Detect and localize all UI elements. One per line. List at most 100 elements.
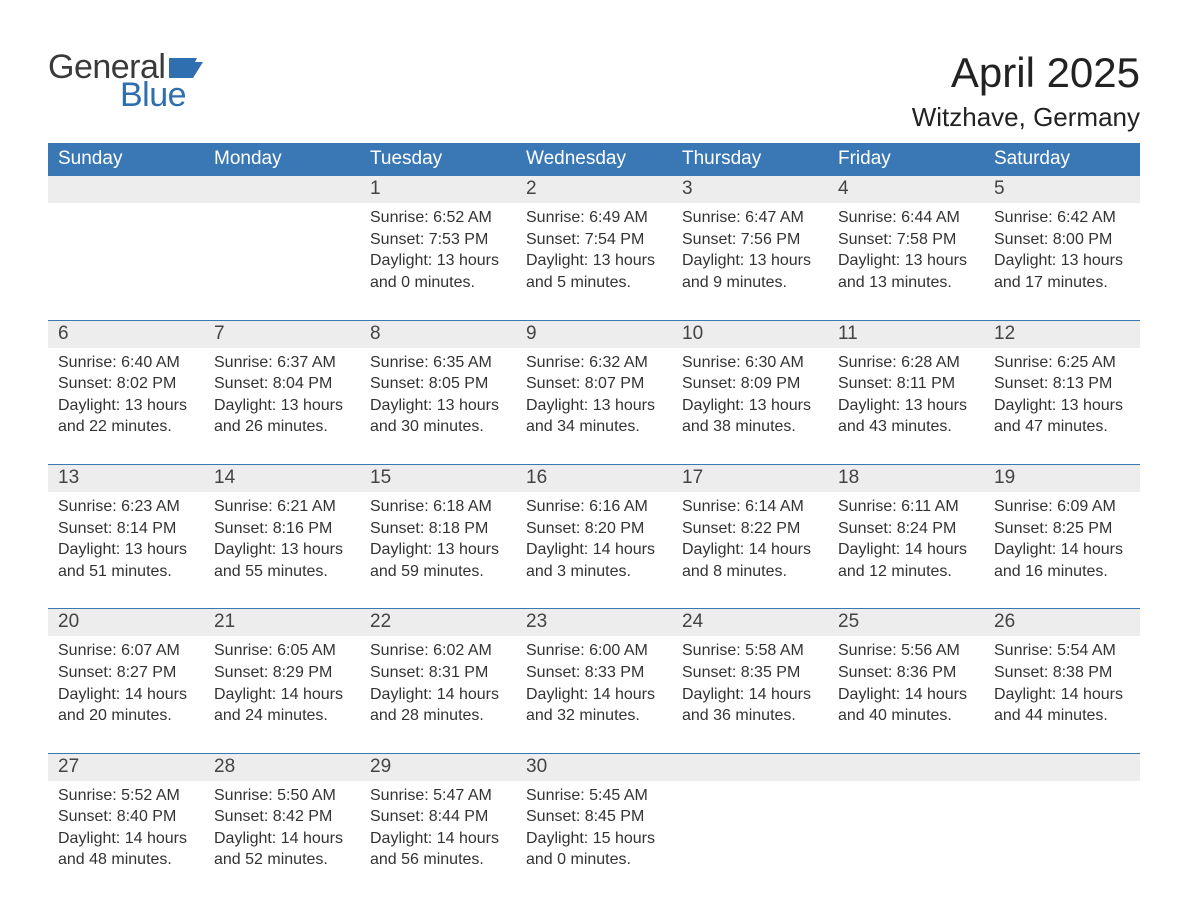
- day-number-row: 6789101112: [48, 320, 1140, 348]
- daylight-line-1: Daylight: 14 hours: [682, 539, 818, 561]
- sunrise-line: Sunrise: 5:56 AM: [838, 640, 974, 662]
- sunrise-line: Sunrise: 6:14 AM: [682, 496, 818, 518]
- sunrise-line: Sunrise: 6:21 AM: [214, 496, 350, 518]
- day-detail-cell: Sunrise: 6:47 AMSunset: 7:56 PMDaylight:…: [672, 203, 828, 320]
- empty-cell: [828, 781, 984, 897]
- day-number-cell: 26: [984, 609, 1140, 637]
- daylight-line-1: Daylight: 14 hours: [214, 684, 350, 706]
- daylight-line-2: and 8 minutes.: [682, 561, 818, 583]
- sunrise-line: Sunrise: 6:07 AM: [58, 640, 194, 662]
- day-number-cell: 21: [204, 609, 360, 637]
- day-number-cell: 25: [828, 609, 984, 637]
- daylight-line-1: Daylight: 14 hours: [58, 684, 194, 706]
- sunrise-line: Sunrise: 5:47 AM: [370, 785, 506, 807]
- sunset-line: Sunset: 8:29 PM: [214, 662, 350, 684]
- daylight-line-1: Daylight: 14 hours: [58, 828, 194, 850]
- daylight-line-1: Daylight: 13 hours: [526, 250, 662, 272]
- sunset-line: Sunset: 8:35 PM: [682, 662, 818, 684]
- sunrise-line: Sunrise: 6:32 AM: [526, 352, 662, 374]
- sunset-line: Sunset: 8:00 PM: [994, 229, 1130, 251]
- day-number-cell: 28: [204, 753, 360, 781]
- daylight-line-2: and 17 minutes.: [994, 272, 1130, 294]
- sunrise-line: Sunrise: 5:54 AM: [994, 640, 1130, 662]
- day-number-cell: 22: [360, 609, 516, 637]
- day-number-cell: 15: [360, 464, 516, 492]
- daylight-line-2: and 34 minutes.: [526, 416, 662, 438]
- daylight-line-2: and 0 minutes.: [370, 272, 506, 294]
- day-detail-cell: Sunrise: 5:50 AMSunset: 8:42 PMDaylight:…: [204, 781, 360, 897]
- day-detail-cell: Sunrise: 6:32 AMSunset: 8:07 PMDaylight:…: [516, 348, 672, 465]
- sunset-line: Sunset: 8:13 PM: [994, 373, 1130, 395]
- empty-cell: [204, 176, 360, 203]
- empty-cell: [828, 753, 984, 781]
- day-header: Thursday: [672, 143, 828, 176]
- sunset-line: Sunset: 8:20 PM: [526, 518, 662, 540]
- sunrise-line: Sunrise: 5:45 AM: [526, 785, 662, 807]
- sunset-line: Sunset: 8:11 PM: [838, 373, 974, 395]
- day-detail-cell: Sunrise: 6:37 AMSunset: 8:04 PMDaylight:…: [204, 348, 360, 465]
- daylight-line-1: Daylight: 14 hours: [370, 828, 506, 850]
- daylight-line-1: Daylight: 15 hours: [526, 828, 662, 850]
- day-number-cell: 29: [360, 753, 516, 781]
- day-detail-cell: Sunrise: 6:52 AMSunset: 7:53 PMDaylight:…: [360, 203, 516, 320]
- daylight-line-2: and 55 minutes.: [214, 561, 350, 583]
- day-detail-cell: Sunrise: 6:25 AMSunset: 8:13 PMDaylight:…: [984, 348, 1140, 465]
- day-number-cell: 23: [516, 609, 672, 637]
- day-detail-cell: Sunrise: 6:02 AMSunset: 8:31 PMDaylight:…: [360, 636, 516, 753]
- day-number-cell: 2: [516, 176, 672, 203]
- sunrise-line: Sunrise: 6:30 AM: [682, 352, 818, 374]
- empty-cell: [672, 781, 828, 897]
- daylight-line-1: Daylight: 14 hours: [214, 828, 350, 850]
- day-number-cell: 12: [984, 320, 1140, 348]
- day-number-cell: 16: [516, 464, 672, 492]
- daylight-line-2: and 20 minutes.: [58, 705, 194, 727]
- daylight-line-2: and 3 minutes.: [526, 561, 662, 583]
- day-number-cell: 6: [48, 320, 204, 348]
- day-number-row: 27282930: [48, 753, 1140, 781]
- day-number-cell: 24: [672, 609, 828, 637]
- daylight-line-1: Daylight: 14 hours: [370, 684, 506, 706]
- sunrise-line: Sunrise: 6:11 AM: [838, 496, 974, 518]
- day-detail-cell: Sunrise: 6:16 AMSunset: 8:20 PMDaylight:…: [516, 492, 672, 609]
- day-detail-cell: Sunrise: 6:42 AMSunset: 8:00 PMDaylight:…: [984, 203, 1140, 320]
- daylight-line-2: and 43 minutes.: [838, 416, 974, 438]
- day-number-cell: 18: [828, 464, 984, 492]
- day-header: Wednesday: [516, 143, 672, 176]
- sunrise-line: Sunrise: 6:25 AM: [994, 352, 1130, 374]
- sunset-line: Sunset: 8:02 PM: [58, 373, 194, 395]
- daylight-line-2: and 32 minutes.: [526, 705, 662, 727]
- day-header: Tuesday: [360, 143, 516, 176]
- sunset-line: Sunset: 8:04 PM: [214, 373, 350, 395]
- logo: General Blue: [48, 50, 203, 112]
- day-detail-cell: Sunrise: 6:21 AMSunset: 8:16 PMDaylight:…: [204, 492, 360, 609]
- empty-cell: [204, 203, 360, 320]
- daylight-line-2: and 52 minutes.: [214, 849, 350, 871]
- day-detail-row: Sunrise: 6:52 AMSunset: 7:53 PMDaylight:…: [48, 203, 1140, 320]
- daylight-line-1: Daylight: 13 hours: [994, 250, 1130, 272]
- day-detail-cell: Sunrise: 5:54 AMSunset: 8:38 PMDaylight:…: [984, 636, 1140, 753]
- sunrise-line: Sunrise: 6:52 AM: [370, 207, 506, 229]
- title-block: April 2025 Witzhave, Germany: [912, 50, 1140, 133]
- sunrise-line: Sunrise: 6:05 AM: [214, 640, 350, 662]
- day-number-cell: 4: [828, 176, 984, 203]
- day-detail-cell: Sunrise: 6:40 AMSunset: 8:02 PMDaylight:…: [48, 348, 204, 465]
- sunset-line: Sunset: 8:38 PM: [994, 662, 1130, 684]
- day-number-cell: 19: [984, 464, 1140, 492]
- daylight-line-2: and 22 minutes.: [58, 416, 194, 438]
- sunset-line: Sunset: 8:42 PM: [214, 806, 350, 828]
- sunset-line: Sunset: 8:45 PM: [526, 806, 662, 828]
- daylight-line-1: Daylight: 13 hours: [682, 250, 818, 272]
- sunset-line: Sunset: 8:14 PM: [58, 518, 194, 540]
- daylight-line-2: and 9 minutes.: [682, 272, 818, 294]
- daylight-line-1: Daylight: 13 hours: [526, 395, 662, 417]
- sunrise-line: Sunrise: 6:02 AM: [370, 640, 506, 662]
- sunset-line: Sunset: 8:40 PM: [58, 806, 194, 828]
- day-detail-cell: Sunrise: 6:09 AMSunset: 8:25 PMDaylight:…: [984, 492, 1140, 609]
- daylight-line-2: and 51 minutes.: [58, 561, 194, 583]
- logo-text-blue: Blue: [120, 78, 186, 112]
- sunset-line: Sunset: 7:54 PM: [526, 229, 662, 251]
- day-number-cell: 14: [204, 464, 360, 492]
- day-number-cell: 11: [828, 320, 984, 348]
- daylight-line-2: and 5 minutes.: [526, 272, 662, 294]
- daylight-line-1: Daylight: 13 hours: [994, 395, 1130, 417]
